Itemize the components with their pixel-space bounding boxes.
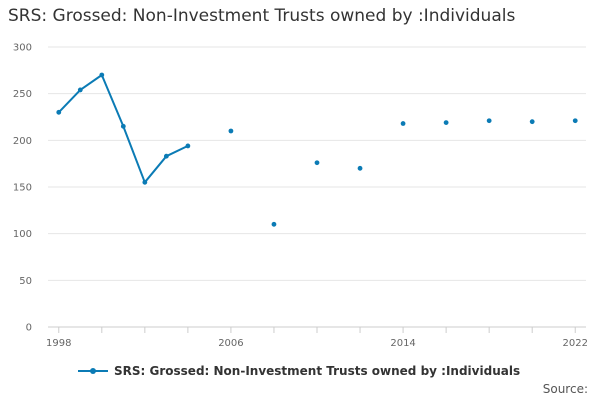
x-tick-label: 1998	[46, 338, 71, 349]
data-point[interactable]	[400, 121, 406, 126]
data-point[interactable]	[357, 165, 363, 171]
data-point[interactable]	[228, 128, 234, 134]
x-tick-label: 2006	[218, 338, 243, 349]
data-point[interactable]	[314, 160, 320, 166]
data-point[interactable]	[142, 179, 148, 185]
data-point[interactable]	[486, 118, 492, 124]
legend-label: SRS: Grossed: Non-Investment Trusts owne…	[114, 364, 521, 378]
legend-swatch-icon	[78, 365, 108, 377]
data-point[interactable]	[163, 153, 169, 159]
y-tick-label: 300	[13, 43, 32, 54]
series-layer	[56, 72, 578, 227]
legend[interactable]: SRS: Grossed: Non-Investment Trusts owne…	[78, 364, 520, 378]
data-point[interactable]	[120, 123, 126, 129]
source-label: Source:	[542, 382, 588, 396]
y-tick-label: 200	[13, 136, 32, 147]
y-tick-label: 0	[26, 323, 32, 334]
data-point[interactable]	[99, 72, 105, 78]
y-tick-label: 50	[19, 276, 32, 287]
data-point[interactable]	[77, 87, 83, 93]
y-tick-label: 150	[13, 183, 32, 194]
gridlines	[48, 46, 586, 281]
data-point[interactable]	[529, 119, 535, 125]
x-tick-label: 2022	[563, 338, 588, 349]
data-point[interactable]	[443, 120, 449, 125]
axes: 0 50 100 150 200 250 300 1998 2006 2014 2022	[13, 43, 588, 350]
y-tick-label: 250	[13, 89, 32, 100]
data-point[interactable]	[572, 118, 578, 124]
chart-title: SRS: Grossed: Non-Investment Trusts owne…	[8, 6, 516, 26]
y-tick-label: 100	[13, 229, 32, 240]
data-point[interactable]	[185, 143, 191, 149]
x-tick-label: 2014	[390, 338, 415, 349]
data-point[interactable]	[271, 221, 277, 227]
data-point[interactable]	[56, 109, 62, 115]
